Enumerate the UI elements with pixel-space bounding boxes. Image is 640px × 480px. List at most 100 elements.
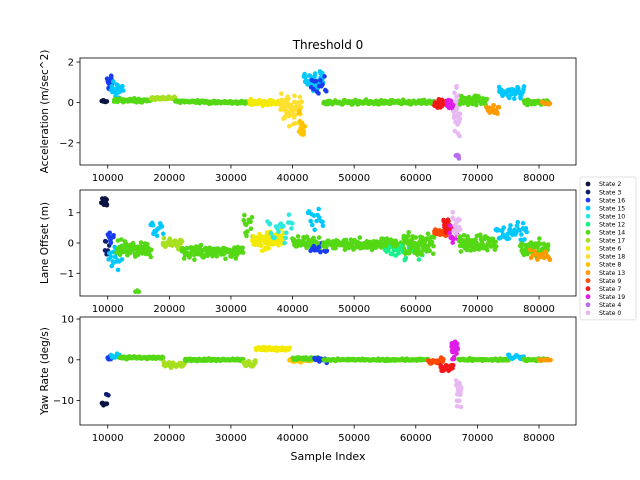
data-point-state-15: [317, 215, 322, 220]
x-tick-label: 50000: [338, 304, 370, 315]
data-point-state-14: [148, 254, 154, 260]
x-tick-label: 70000: [462, 304, 494, 315]
data-point-state-18: [286, 96, 291, 102]
y-tick-label: 1: [68, 208, 74, 219]
data-point-state-14: [223, 256, 228, 262]
data-point-state-14: [149, 247, 154, 253]
data-point-state-8: [302, 124, 308, 129]
data-point-state-16: [318, 249, 323, 255]
x-tick-label: 40000: [277, 304, 309, 315]
data-point-state-14: [249, 215, 255, 220]
data-point-state-14: [493, 239, 499, 245]
data-point-state-0: [453, 99, 458, 104]
data-point-state-14: [311, 235, 316, 241]
legend-label: State 9: [599, 278, 621, 285]
data-point-state-14: [427, 248, 433, 253]
legend-label: State 0: [599, 310, 621, 317]
data-point-state-14: [138, 240, 144, 245]
data-point-state-18: [297, 94, 303, 100]
data-point-state-14: [384, 236, 390, 241]
data-point-state-15: [115, 267, 121, 273]
data-point-state-15: [501, 225, 507, 230]
data-point-state-14: [474, 240, 479, 246]
data-point-state-14: [461, 233, 467, 238]
data-point-state-14: [416, 246, 421, 252]
x-tick-label: 10000: [92, 173, 124, 184]
data-point-state-15: [520, 220, 526, 226]
data-point-state-14: [458, 249, 464, 254]
data-point-state-2: [104, 401, 110, 407]
x-axis-label: Sample Index: [290, 450, 366, 463]
y-tick-label: 10: [61, 315, 74, 326]
data-point-state-16: [313, 78, 319, 84]
data-point-state-19: [447, 230, 452, 236]
data-point-state-10: [289, 226, 294, 231]
data-point-state-14: [184, 245, 189, 251]
data-point-state-15: [311, 213, 317, 218]
x-tick-label: 10000: [92, 304, 124, 315]
data-point-state-15: [120, 83, 125, 89]
data-point-state-14: [316, 235, 322, 240]
data-point-state-10: [276, 229, 281, 234]
data-point-state-15: [121, 88, 126, 93]
x-tick-label: 80000: [523, 433, 555, 444]
legend-box: [579, 176, 637, 321]
data-point-state-14: [484, 96, 490, 102]
data-point-state-14: [405, 233, 411, 239]
data-point-state-16: [311, 86, 316, 92]
data-point-state-15: [507, 226, 513, 232]
data-point-state-15: [320, 70, 325, 76]
data-point-state-15: [518, 95, 523, 101]
x-tick-label: 30000: [215, 173, 247, 184]
data-point-state-10: [290, 221, 295, 226]
data-point-state-0: [457, 116, 463, 121]
data-point-state-14: [519, 241, 524, 246]
legend-marker: [585, 237, 591, 243]
x-tick-label: 20000: [153, 173, 185, 184]
x-tick-label: 40000: [277, 433, 309, 444]
data-point-state-17: [161, 235, 167, 241]
data-point-state-14: [333, 245, 338, 251]
data-point-state-13: [547, 101, 553, 106]
y-tick-label: 0: [68, 239, 74, 250]
data-point-state-14: [160, 355, 166, 361]
data-point-state-14: [145, 241, 150, 247]
data-point-state-17: [253, 360, 258, 366]
data-point-state-14: [342, 247, 348, 253]
data-point-state-9: [441, 357, 446, 362]
legend-label: State 18: [599, 254, 625, 261]
data-point-state-0: [457, 133, 462, 139]
data-point-state-14: [240, 245, 245, 250]
legend-label: State 7: [599, 286, 621, 293]
x-tick-label: 60000: [400, 304, 432, 315]
data-point-state-15: [150, 223, 156, 228]
data-point-state-14: [244, 233, 249, 239]
data-point-state-14: [412, 240, 418, 246]
data-point-state-0: [454, 404, 460, 409]
data-point-state-14: [415, 252, 420, 257]
legend-marker: [585, 278, 591, 283]
data-point-state-0: [457, 398, 462, 404]
data-point-state-14: [248, 226, 254, 231]
data-point-state-19: [451, 237, 456, 242]
scatter-points: [99, 69, 553, 161]
legend-label: State 13: [599, 270, 625, 277]
data-point-state-14: [143, 251, 149, 257]
data-point-state-14: [248, 219, 253, 224]
data-point-state-10: [284, 230, 289, 236]
data-point-state-14: [420, 235, 425, 240]
data-point-state-14: [494, 244, 499, 249]
data-point-state-14: [242, 212, 247, 218]
data-point-state-19: [454, 341, 460, 347]
data-point-state-12: [403, 255, 409, 261]
data-point-state-19: [451, 354, 457, 360]
panel-acceleration: −2 0 2 10000 20000 30000 40000 50000 60000 70000 8…: [39, 50, 577, 184]
data-point-state-13: [496, 104, 502, 110]
data-point-state-14: [485, 247, 490, 253]
data-point-state-6: [258, 243, 264, 248]
data-point-state-14: [245, 229, 250, 234]
data-point-state-14: [537, 241, 543, 247]
legend-label: State 4: [599, 302, 621, 309]
legend-label: State 12: [599, 221, 625, 228]
